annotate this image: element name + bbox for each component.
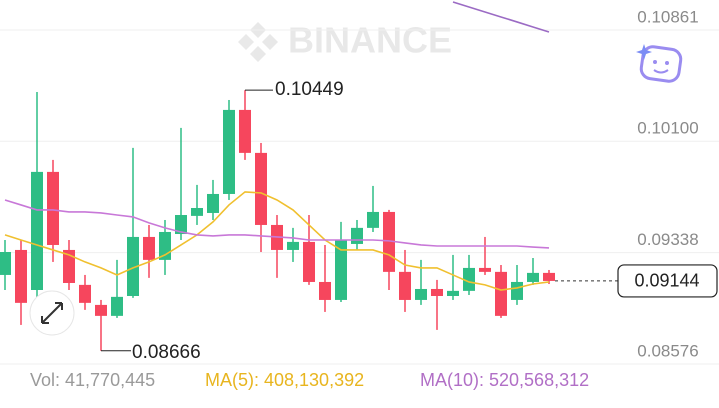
- y-tick-label: 0.10861: [637, 7, 698, 26]
- candle-body: [223, 109, 235, 194]
- candle-body: [95, 304, 107, 316]
- candle-body: [191, 207, 203, 216]
- y-tick-label: 0.10100: [637, 119, 698, 138]
- candle-body: [447, 290, 459, 296]
- low-label: 0.08666: [132, 342, 201, 363]
- ma-line: [452, 1, 550, 33]
- footer-stat: MA(10): 520,568,312: [420, 370, 589, 390]
- last-price-label: 0.09144: [634, 271, 699, 291]
- watermark-logo: [238, 22, 278, 62]
- candle-body: [31, 171, 43, 290]
- candle-body: [15, 249, 27, 303]
- candle-body: [511, 281, 523, 300]
- candle-body: [207, 193, 219, 213]
- footer-stat: Vol: 41,770,445: [30, 370, 155, 390]
- expand-button[interactable]: [29, 290, 75, 336]
- candle-body: [111, 296, 123, 316]
- candle-body: [415, 288, 427, 300]
- candle-body: [0, 251, 11, 275]
- candle-body: [463, 267, 475, 291]
- candle-body: [303, 241, 315, 282]
- candle-body: [479, 267, 491, 272]
- candle-body: [527, 272, 539, 282]
- candle-body: [399, 271, 411, 300]
- candle-body: [79, 284, 91, 303]
- candle-body: [175, 215, 187, 235]
- ma-line: [4, 199, 550, 249]
- ma-line: [4, 191, 550, 291]
- candle-body: [127, 236, 139, 296]
- last-price-box: [617, 264, 718, 298]
- assistant-icon-eye: [665, 61, 669, 65]
- watermark: BINANCE: [238, 20, 452, 62]
- candle-body: [367, 211, 379, 228]
- candle-body: [319, 281, 331, 300]
- candle-body: [239, 109, 251, 153]
- candle-body: [47, 171, 59, 245]
- candle-body: [543, 272, 555, 281]
- assistant-icon-frame: [639, 45, 683, 83]
- footer-stat: MA(5): 408,130,392: [205, 370, 364, 390]
- assistant-icon-eye: [653, 60, 657, 64]
- candle-body: [255, 152, 267, 225]
- candle-body: [63, 249, 75, 283]
- y-tick-label: 0.09338: [637, 230, 698, 249]
- assistant-icon-spark: [636, 44, 652, 60]
- candle-body: [351, 227, 363, 244]
- candle-body: [495, 271, 507, 316]
- plot-area: 0.10861 0.10100 0.09338 0.08576 0.10449 0.086…: [0, 1, 719, 365]
- candle-body: [431, 288, 443, 296]
- assistant-icon[interactable]: [636, 44, 683, 83]
- candle-body: [143, 236, 155, 260]
- watermark-text: BINANCE: [288, 20, 452, 61]
- candle-body: [287, 241, 299, 250]
- expand-button-icon: [41, 302, 63, 324]
- high-label: 0.10449: [275, 79, 344, 100]
- assistant-icon-mouth: [653, 69, 669, 74]
- y-tick-label: 0.08576: [637, 341, 698, 360]
- candle-body: [335, 240, 347, 300]
